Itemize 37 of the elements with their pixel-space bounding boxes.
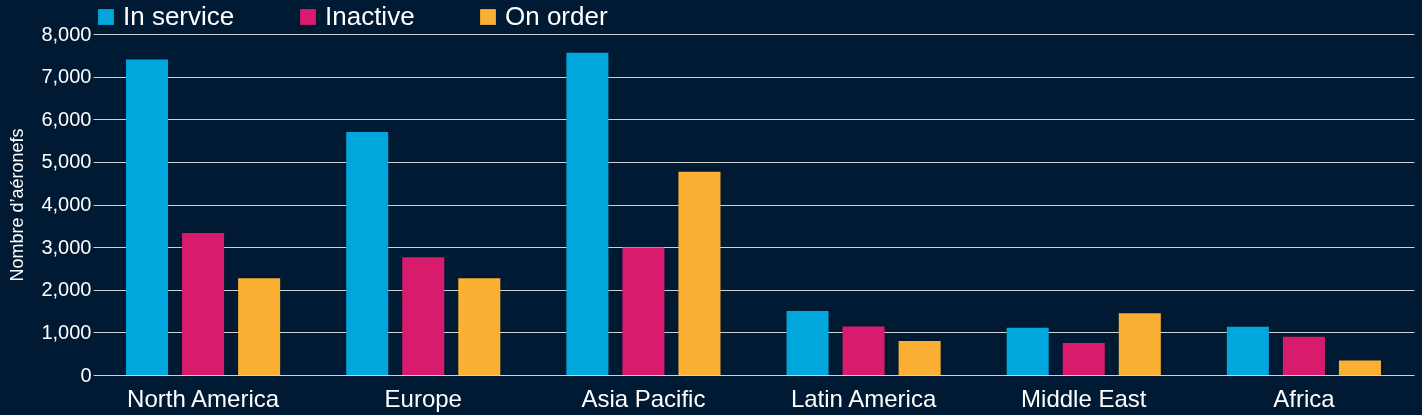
- y-tick-label: 6,000: [41, 107, 92, 130]
- bar: [786, 311, 829, 375]
- x-tick-label: North America: [127, 384, 280, 412]
- y-tick-label: 2,000: [41, 278, 92, 301]
- bar: [1226, 326, 1269, 375]
- legend-label: On order: [505, 1, 608, 31]
- y-tick-label: 5,000: [41, 150, 92, 173]
- x-tick-label: Middle East: [1021, 384, 1147, 412]
- bar: [1282, 336, 1325, 375]
- x-tick-label: Europe: [384, 384, 462, 412]
- y-tick-label: 3,000: [41, 235, 92, 258]
- bar: [566, 52, 609, 375]
- bar: [1006, 327, 1049, 375]
- bar: [346, 132, 389, 375]
- bar: [402, 257, 445, 375]
- bar: [126, 59, 169, 375]
- x-tick-label: Asia Pacific: [581, 384, 706, 412]
- y-tick-label: 7,000: [41, 65, 92, 88]
- bar: [458, 278, 501, 375]
- bar: [1118, 313, 1161, 375]
- y-axis-title: Nombre d’aéronefs: [7, 128, 28, 282]
- x-tick-label: Africa: [1273, 384, 1336, 412]
- bar: [182, 233, 225, 375]
- legend-label: In service: [123, 1, 235, 31]
- x-tick-label: Latin America: [790, 384, 937, 412]
- y-tick-label: 1,000: [41, 320, 92, 343]
- y-tick-label: 0: [80, 363, 92, 386]
- bar: [842, 326, 885, 375]
- y-tick-label: 8,000: [41, 22, 92, 45]
- bar: [622, 247, 665, 375]
- bar: [678, 171, 721, 375]
- bar: [1062, 343, 1105, 375]
- y-tick-label: 4,000: [41, 193, 92, 215]
- bar: [898, 340, 941, 375]
- legend-label: Inactive: [325, 1, 415, 31]
- bar: [1338, 360, 1381, 375]
- bar: [238, 278, 281, 375]
